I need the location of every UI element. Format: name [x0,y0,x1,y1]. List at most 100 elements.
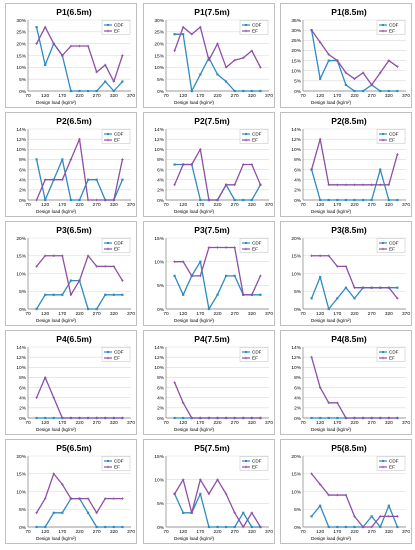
x-tick-label: 370 [402,311,410,317]
y-tick-label: 15% [154,236,164,242]
x-tick-label: 320 [110,93,118,99]
line-chart: 0% 5% 10% 15% 20% 70 120 170 220 270 320 370 P5(8.5m… [291,443,410,541]
y-tick-label: 10% [16,147,26,153]
data-point [310,254,313,257]
data-point [181,260,185,263]
x-tick-label: 220 [75,529,83,535]
data-point [361,525,365,529]
line-chart: 0% 2% 4% 6% 8% 10% 12% 14% 70 120 170 220 270 320 370 P… [291,116,410,214]
data-point [361,286,365,289]
data-point [396,297,399,300]
y-tick-label: 14% [291,345,301,351]
data-point [61,511,64,514]
y-tick-label: 10% [154,147,164,153]
y-tick-label: 4% [157,396,165,402]
x-tick-label: 320 [110,529,118,535]
data-point [387,504,390,507]
legend-label: EF [389,247,395,252]
data-point [61,54,64,57]
data-point [327,254,330,257]
series-line-ef [311,29,398,86]
chart-title: P3(8.5m) [331,225,367,235]
data-point [233,525,236,529]
x-tick-label: 370 [127,529,135,535]
data-point [207,59,211,62]
data-point [233,274,236,277]
data-point [327,53,330,56]
y-tick-label: 6% [19,167,27,173]
chart-panel: 0% 5% 10% 15% 70 120 170 220 270 320 370 P3(7.5m) De… [143,221,275,326]
data-point [61,483,64,486]
data-point [216,246,219,249]
data-point [318,137,322,141]
data-point [216,73,219,76]
data-point [35,265,38,268]
data-point [52,416,55,420]
data-point [353,297,356,300]
chart-panel: 0% 5% 10% 15% 20% 70 120 170 220 270 320 370 P3(6.5m… [5,221,137,326]
data-point [396,416,399,420]
x-tick-label: 370 [402,202,410,208]
chart-title: P4(6.5m) [56,334,92,344]
data-point [69,198,73,202]
data-point [327,401,330,404]
chart-panel: 0% 5% 10% 15% 70 120 170 220 270 320 370 P5(7.5m) De… [143,439,275,544]
data-point [43,178,47,181]
series-line-ef [310,138,399,186]
line-chart: 0% 2% 4% 6% 8% 10% 12% 14% 70 120 170 220 270 320 370 P… [16,116,135,214]
x-tick-label: 70 [300,311,306,317]
x-tick-label: 320 [110,311,118,317]
data-point [353,416,356,420]
data-point [224,274,228,277]
x-tick-label: 170 [58,93,66,99]
data-point [207,525,211,529]
x-tick-label: 170 [333,311,341,317]
data-point [207,492,211,496]
data-point [233,198,236,202]
data-point [396,198,399,202]
y-tick-label: 4% [19,396,27,402]
data-point [318,254,322,257]
x-tick-label: 120 [41,420,49,426]
data-point [259,66,262,69]
data-point [35,42,38,45]
data-point [370,515,373,518]
data-point [310,297,313,300]
legend-label: EF [114,356,120,361]
chart-title: P2(8.5m) [331,116,367,126]
data-point [379,515,382,518]
data-point [396,65,399,68]
legend-label: CDF [252,23,262,28]
y-tick-label: 0% [19,525,27,531]
y-tick-label: 0% [157,416,165,422]
x-tick-label: 120 [316,311,324,317]
y-tick-label: 0% [157,307,165,313]
chart-panel: 0% 2% 4% 6% 8% 10% 12% 14% 70 120 170 220 270 320 370 P… [280,112,412,217]
x-tick-label: 70 [163,202,169,208]
data-point [233,246,236,249]
data-point [319,77,322,80]
data-point [344,416,348,420]
chart-panel: 0% 2% 4% 6% 8% 10% 12% 14% 70 120 170 220 270 320 370 P… [5,330,137,435]
legend-label: CDF [389,23,399,28]
y-tick-label: 10% [16,489,26,495]
legend-label: EF [252,138,258,143]
data-point [43,254,47,257]
y-tick-label: 25% [291,38,301,44]
data-point [344,265,348,268]
data-point [259,525,262,529]
x-tick-label: 270 [93,202,101,208]
series-line-cdf [36,497,123,528]
x-tick-label: 70 [25,529,31,535]
data-point [61,178,64,181]
x-axis-label: Design load (kg/m²) [311,427,352,432]
data-point [95,416,98,420]
data-point [121,54,124,57]
data-point [181,478,185,481]
x-tick-label: 120 [41,202,49,208]
data-point [69,293,73,296]
